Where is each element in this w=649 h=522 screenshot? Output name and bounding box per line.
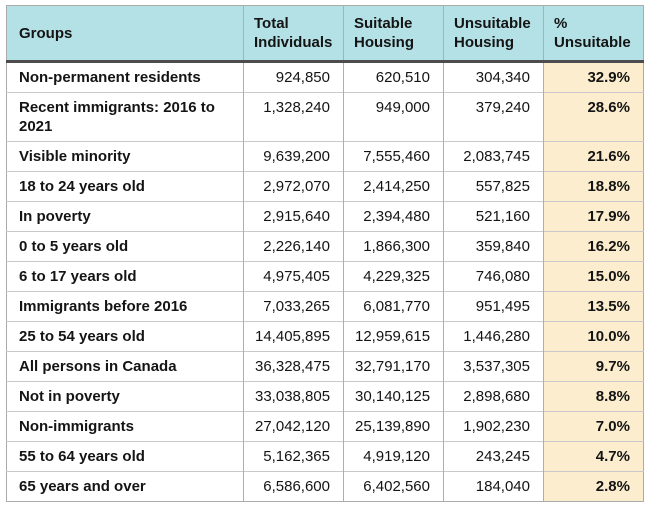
suitable-housing-cell: 620,510 (343, 61, 444, 93)
unsuitable-housing-cell: 184,040 (443, 471, 544, 502)
unsuitable-housing-cell: 746,080 (443, 261, 544, 292)
column-header-suitable-housing: Suitable Housing (343, 5, 444, 63)
total-individuals-cell: 2,915,640 (243, 201, 344, 232)
pct-unsuitable-cell: 13.5% (543, 291, 644, 322)
total-individuals-cell: 2,972,070 (243, 171, 344, 202)
unsuitable-housing-cell: 557,825 (443, 171, 544, 202)
pct-unsuitable-cell: 8.8% (543, 381, 644, 412)
table-body: Non-permanent residents 924,850 620,510 304… (6, 61, 644, 502)
total-individuals-cell: 924,850 (243, 61, 344, 93)
table-row: Immigrants before 2016 7,033,265 6,081,770… (6, 291, 644, 322)
suitable-housing-cell: 6,081,770 (343, 291, 444, 322)
total-individuals-cell: 5,162,365 (243, 441, 344, 472)
column-header-unsuitable-housing: Unsuitable Housing (443, 5, 544, 63)
pct-unsuitable-cell: 7.0% (543, 411, 644, 442)
table-row: 6 to 17 years old 4,975,405 4,229,325 746,0… (6, 261, 644, 292)
table-row: 65 years and over 6,586,600 6,402,560 184,0… (6, 471, 644, 502)
unsuitable-housing-cell: 379,240 (443, 92, 544, 142)
group-cell: Recent immigrants: 2016 to 2021 (6, 92, 244, 142)
group-cell: 65 years and over (6, 471, 244, 502)
unsuitable-housing-cell: 1,446,280 (443, 321, 544, 352)
pct-unsuitable-cell: 9.7% (543, 351, 644, 382)
group-cell: 55 to 64 years old (6, 441, 244, 472)
pct-unsuitable-cell: 15.0% (543, 261, 644, 292)
group-cell: 6 to 17 years old (6, 261, 244, 292)
suitable-housing-cell: 25,139,890 (343, 411, 444, 442)
suitable-housing-cell: 2,414,250 (343, 171, 444, 202)
suitable-housing-cell: 12,959,615 (343, 321, 444, 352)
group-cell: 25 to 54 years old (6, 321, 244, 352)
total-individuals-cell: 33,038,805 (243, 381, 344, 412)
suitable-housing-cell: 6,402,560 (343, 471, 444, 502)
table-row: 25 to 54 years old 14,405,895 12,959,615 1,… (6, 321, 644, 352)
column-header-groups: Groups (6, 5, 244, 63)
total-individuals-cell: 1,328,240 (243, 92, 344, 142)
table-row: 0 to 5 years old 2,226,140 1,866,300 359,84… (6, 231, 644, 262)
table-row: Non-permanent residents 924,850 620,510 304… (6, 61, 644, 93)
group-cell: Visible minority (6, 141, 244, 172)
group-cell: 18 to 24 years old (6, 171, 244, 202)
table-row: All persons in Canada 36,328,475 32,791,17… (6, 351, 644, 382)
unsuitable-housing-cell: 951,495 (443, 291, 544, 322)
unsuitable-housing-cell: 521,160 (443, 201, 544, 232)
total-individuals-cell: 36,328,475 (243, 351, 344, 382)
table-row: In poverty 2,915,640 2,394,480 521,160 17.9% (6, 201, 644, 232)
total-individuals-cell: 6,586,600 (243, 471, 344, 502)
group-cell: 0 to 5 years old (6, 231, 244, 262)
pct-unsuitable-cell: 4.7% (543, 441, 644, 472)
suitable-housing-cell: 30,140,125 (343, 381, 444, 412)
unsuitable-housing-cell: 1,902,230 (443, 411, 544, 442)
group-cell: In poverty (6, 201, 244, 232)
column-header-pct-unsuitable: % Unsuitable (543, 5, 644, 63)
total-individuals-cell: 27,042,120 (243, 411, 344, 442)
pct-unsuitable-cell: 2.8% (543, 471, 644, 502)
group-cell: Non-permanent residents (6, 61, 244, 93)
suitable-housing-cell: 32,791,170 (343, 351, 444, 382)
total-individuals-cell: 14,405,895 (243, 321, 344, 352)
total-individuals-cell: 2,226,140 (243, 231, 344, 262)
group-cell: Immigrants before 2016 (6, 291, 244, 322)
table-row: Recent immigrants: 2016 to 2021 1,328,240… (6, 92, 644, 142)
pct-unsuitable-cell: 17.9% (543, 201, 644, 232)
table-header: Groups Total Individuals Suitable Housin… (6, 5, 644, 63)
pct-unsuitable-cell: 32.9% (543, 61, 644, 93)
table-row: Visible minority 9,639,200 7,555,460 2,083,… (6, 141, 644, 172)
pct-unsuitable-cell: 16.2% (543, 231, 644, 262)
table-row: 18 to 24 years old 2,972,070 2,414,250 557,… (6, 171, 644, 202)
unsuitable-housing-cell: 3,537,305 (443, 351, 544, 382)
suitable-housing-cell: 7,555,460 (343, 141, 444, 172)
unsuitable-housing-cell: 243,245 (443, 441, 544, 472)
suitable-housing-cell: 4,919,120 (343, 441, 444, 472)
total-individuals-cell: 4,975,405 (243, 261, 344, 292)
unsuitable-housing-cell: 304,340 (443, 61, 544, 93)
total-individuals-cell: 7,033,265 (243, 291, 344, 322)
unsuitable-housing-cell: 2,083,745 (443, 141, 544, 172)
housing-suitability-table-wrap: Groups Total Individuals Suitable Housin… (6, 5, 644, 502)
pct-unsuitable-cell: 18.8% (543, 171, 644, 202)
pct-unsuitable-cell: 28.6% (543, 92, 644, 142)
group-cell: All persons in Canada (6, 351, 244, 382)
total-individuals-cell: 9,639,200 (243, 141, 344, 172)
header-row: Groups Total Individuals Suitable Housin… (6, 5, 644, 63)
table-row: Non-immigrants 27,042,120 25,139,890 1,902,… (6, 411, 644, 442)
suitable-housing-cell: 2,394,480 (343, 201, 444, 232)
unsuitable-housing-cell: 2,898,680 (443, 381, 544, 412)
suitable-housing-cell: 4,229,325 (343, 261, 444, 292)
suitable-housing-cell: 949,000 (343, 92, 444, 142)
pct-unsuitable-cell: 10.0% (543, 321, 644, 352)
suitable-housing-cell: 1,866,300 (343, 231, 444, 262)
housing-suitability-table: Groups Total Individuals Suitable Housin… (6, 5, 644, 502)
table-row: Not in poverty 33,038,805 30,140,125 2,898,… (6, 381, 644, 412)
pct-unsuitable-cell: 21.6% (543, 141, 644, 172)
table-row: 55 to 64 years old 5,162,365 4,919,120 243,… (6, 441, 644, 472)
unsuitable-housing-cell: 359,840 (443, 231, 544, 262)
group-cell: Not in poverty (6, 381, 244, 412)
group-cell: Non-immigrants (6, 411, 244, 442)
column-header-total-individuals: Total Individuals (243, 5, 344, 63)
